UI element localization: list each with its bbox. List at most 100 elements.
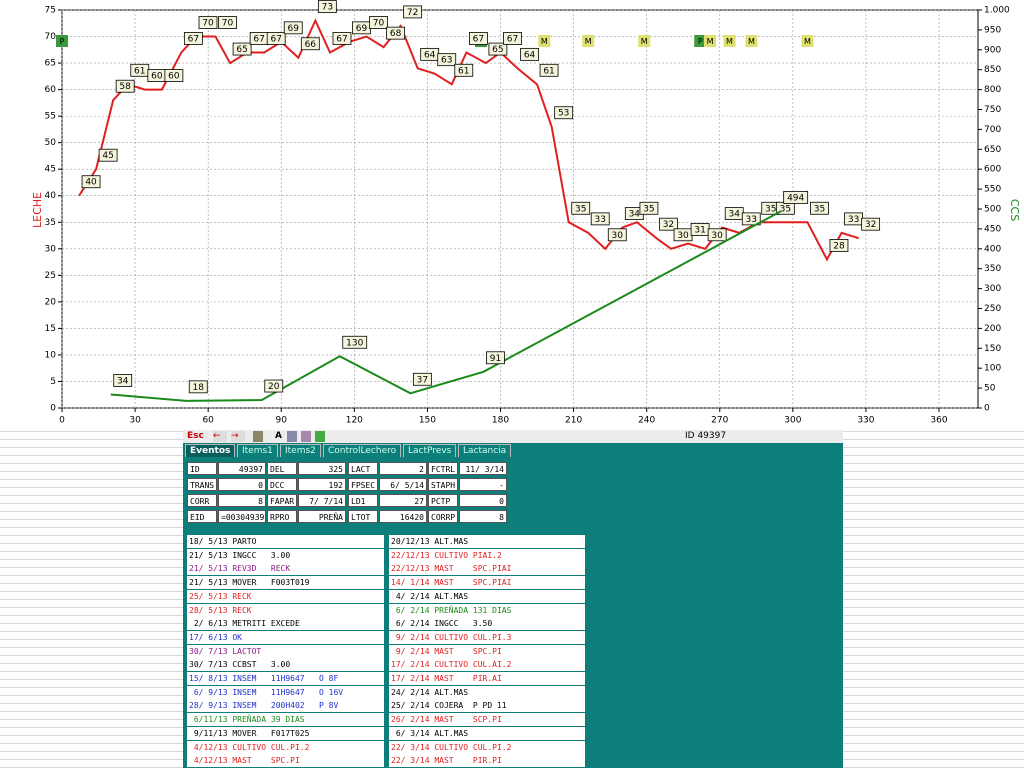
tab[interactable]: Eventos <box>185 444 236 457</box>
event-marker <box>745 35 758 47</box>
data-label: 65 <box>492 45 503 55</box>
event-marker-label: P <box>60 37 65 46</box>
x-tick-label: 360 <box>930 416 947 426</box>
x-tick-label: 270 <box>711 416 728 426</box>
data-label-box <box>188 380 208 394</box>
event-row[interactable]: 17/ 2/14 MAST PIR.AI <box>389 672 585 685</box>
field-value: 0 <box>218 478 266 491</box>
data-label-box <box>783 190 809 204</box>
data-label: 30 <box>711 231 723 241</box>
data-label-box <box>741 212 761 226</box>
tab[interactable]: Items2 <box>280 444 321 457</box>
y-tick-label: 5 <box>50 377 56 387</box>
data-label: 72 <box>407 8 418 18</box>
tab[interactable]: LactPrevs <box>403 444 457 457</box>
event-row[interactable]: 18/ 5/13 PARTO <box>187 535 384 548</box>
event-row[interactable]: 28/ 9/13 INSEM 200H402 P 8V <box>187 699 384 713</box>
event-row[interactable]: 4/12/13 CULTIVO CUL.PI.2 <box>187 740 384 754</box>
y-tick-label: 10 <box>45 350 57 360</box>
event-marker <box>582 35 595 47</box>
event-row[interactable]: 22/12/13 MAST SPC.PIAI <box>389 562 585 576</box>
data-label: 65 <box>236 45 247 55</box>
y2-tick-label: 250 <box>984 304 1001 314</box>
data-label: 60 <box>151 72 163 82</box>
data-label: 28 <box>833 241 845 251</box>
data-label-box <box>412 372 432 386</box>
event-row[interactable]: 25/ 2/14 COJERA P PD 11 <box>389 699 585 713</box>
field-label: LACT <box>348 462 378 475</box>
y-tick-label: 30 <box>45 244 57 254</box>
chart-button[interactable] <box>287 431 297 442</box>
event-row[interactable]: 15/ 8/13 INSEM 11H9647 O 8F <box>187 672 384 685</box>
data-label: 70 <box>373 19 385 29</box>
data-label-box <box>437 53 457 67</box>
data-label: 64 <box>424 50 436 60</box>
y-tick-label: 0 <box>50 404 56 414</box>
event-row[interactable]: 21/ 5/13 INGCC 3.00 <box>187 548 384 562</box>
tab[interactable]: Items1 <box>237 444 278 457</box>
data-label: 30 <box>612 231 624 241</box>
y-tick-label: 70 <box>45 32 57 42</box>
event-row[interactable]: 30/ 7/13 CCBST 3.00 <box>187 658 384 672</box>
event-row[interactable]: 6/ 2/14 PREÑADA 131 DIAS <box>389 603 585 617</box>
tab[interactable]: Lactancia <box>458 444 512 457</box>
back-button[interactable]: ← <box>213 431 227 442</box>
field-label: CORR <box>187 494 217 507</box>
event-row[interactable]: 6/ 3/14 ALT.MAS <box>389 726 585 740</box>
field-value: PREÑA <box>298 510 346 523</box>
data-label: 69 <box>288 24 300 34</box>
field-label: PCTP <box>428 494 458 507</box>
font-button[interactable]: A <box>275 431 282 441</box>
event-row[interactable]: 9/ 2/14 CULTIVO CUL.PI.3 <box>389 630 585 644</box>
x-tick-label: 240 <box>638 416 655 426</box>
y-tick-label: 45 <box>45 165 56 175</box>
event-row[interactable]: 30/ 7/13 LACTOT <box>187 644 384 658</box>
event-row[interactable]: 25/ 5/13 RECK <box>187 589 384 603</box>
data-label: 35 <box>780 204 791 214</box>
data-label-box <box>300 37 320 51</box>
data-label: 67 <box>253 34 264 44</box>
event-row[interactable]: 14/ 1/14 MAST SPC.PIAI <box>389 576 585 590</box>
y2-tick-label: 0 <box>984 404 990 414</box>
y2-tick-label: 100 <box>984 364 1001 374</box>
y2-tick-label: 550 <box>984 185 1001 195</box>
y2-tick-label: 850 <box>984 65 1001 75</box>
event-row[interactable]: 22/ 3/14 MAST PIR.PI <box>389 754 585 768</box>
field-value: 192 <box>298 478 346 491</box>
chart: 0510152025303540455055606570750501001502… <box>31 0 1021 426</box>
data-label-box <box>861 217 881 231</box>
event-marker <box>638 35 651 47</box>
event-row[interactable]: 17/ 6/13 OK <box>187 630 384 644</box>
field-label: RPRO <box>267 510 297 523</box>
print-button[interactable] <box>253 431 263 442</box>
event-row[interactable]: 24/ 2/14 ALT.MAS <box>389 685 585 699</box>
filter-button[interactable] <box>315 431 325 442</box>
event-row[interactable]: 6/ 2/14 INGCC 3.50 <box>389 617 585 631</box>
tab[interactable]: ControlLechero <box>323 444 402 457</box>
forward-button[interactable]: → <box>231 431 245 442</box>
event-row[interactable]: 2/ 6/13 METRITI EXCEDE <box>187 617 384 631</box>
event-row[interactable]: 4/ 2/14 ALT.MAS <box>389 589 585 603</box>
x-tick-label: 150 <box>419 416 436 426</box>
event-row[interactable]: 6/11/13 PREÑADA 39 DIAS <box>187 713 384 727</box>
event-row[interactable]: 9/ 2/14 MAST SPC.PI <box>389 644 585 658</box>
x-tick-label: 210 <box>565 416 582 426</box>
data-label: 60 <box>168 72 180 82</box>
event-row[interactable]: 17/ 2/14 CULTIVO CUL.AI.2 <box>389 658 585 672</box>
event-row[interactable]: 20/12/13 ALT.MAS <box>389 535 585 548</box>
field-value: 8 <box>459 510 507 523</box>
event-row[interactable]: 22/12/13 CULTIVO PIAI.2 <box>389 548 585 562</box>
event-row[interactable]: 21/ 5/13 REV3D RECK <box>187 562 384 576</box>
event-row[interactable]: 28/ 5/13 RECK <box>187 603 384 617</box>
field-value: =003049397 <box>218 510 266 523</box>
event-row[interactable]: 22/ 3/14 CULTIVO CUL.PI.2 <box>389 740 585 754</box>
data-label-box <box>590 212 610 226</box>
event-row[interactable]: 9/11/13 MOVER F017T025 <box>187 726 384 740</box>
event-row[interactable]: 6/ 9/13 INSEM 11H9647 O 16V <box>187 685 384 699</box>
event-marker-label: M <box>641 37 648 46</box>
event-row[interactable]: 4/12/13 MAST SPC.PI <box>187 754 384 768</box>
event-row[interactable]: 21/ 5/13 MOVER F003T019 <box>187 576 384 590</box>
event-row[interactable]: 26/ 2/14 MAST SCP.PI <box>389 713 585 727</box>
esc-button[interactable]: Esc <box>187 431 204 441</box>
refresh-button[interactable] <box>301 431 311 442</box>
